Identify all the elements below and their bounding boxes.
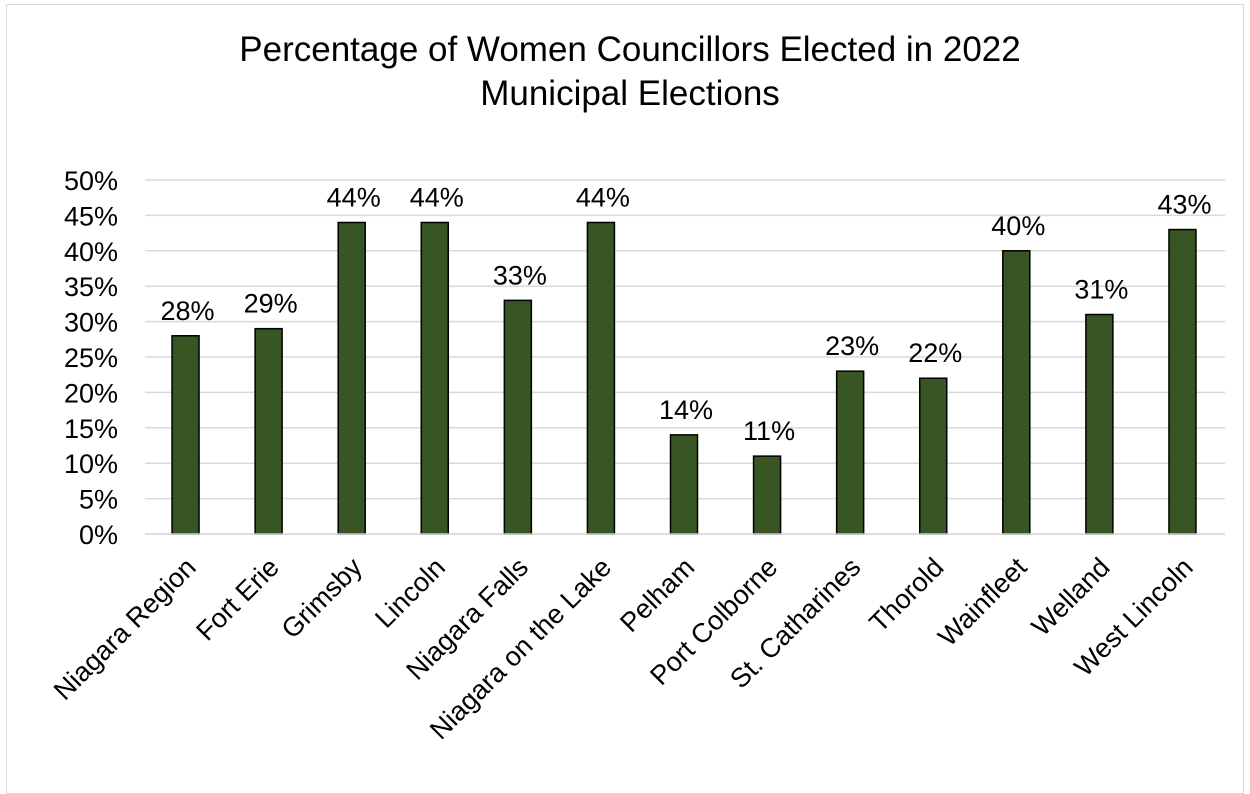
bar bbox=[171, 335, 200, 535]
bar bbox=[1085, 313, 1114, 535]
x-tick-label: Thorold bbox=[864, 552, 950, 638]
y-tick-label: 50% bbox=[64, 166, 118, 196]
x-tick-label: Niagara Region bbox=[48, 552, 202, 706]
y-tick-label: 35% bbox=[64, 272, 118, 302]
bar bbox=[586, 221, 616, 535]
y-tick-label: 25% bbox=[64, 343, 118, 373]
data-label: 33% bbox=[493, 260, 547, 290]
x-tick-label: Lincoln bbox=[369, 552, 451, 634]
bar bbox=[752, 455, 782, 535]
chart-title: Percentage of Women Councillors Elected … bbox=[0, 28, 1250, 116]
x-tick-label: Pelham bbox=[614, 552, 700, 638]
bar bbox=[1002, 250, 1031, 535]
bar bbox=[835, 370, 865, 535]
y-tick-label: 15% bbox=[64, 414, 118, 444]
y-tick-label: 20% bbox=[64, 378, 118, 408]
y-tick-label: 40% bbox=[64, 237, 118, 267]
y-tick-label: 5% bbox=[79, 485, 118, 515]
bar bbox=[337, 221, 366, 535]
y-tick-label: 30% bbox=[64, 308, 118, 338]
data-label: 44% bbox=[410, 182, 464, 212]
bar bbox=[420, 221, 450, 535]
data-label: 43% bbox=[1157, 190, 1211, 220]
x-tick-label: Wainfleet bbox=[932, 552, 1032, 652]
bar bbox=[503, 299, 533, 535]
data-label: 31% bbox=[1074, 275, 1128, 305]
bar bbox=[918, 377, 948, 535]
chart-title-line-2: Municipal Elections bbox=[480, 74, 780, 113]
bar bbox=[1168, 228, 1197, 535]
y-tick-label: 45% bbox=[64, 201, 118, 231]
x-tick-label: Grimsby bbox=[276, 552, 369, 645]
data-label: 14% bbox=[659, 395, 713, 425]
data-label: 40% bbox=[991, 211, 1045, 241]
x-tick-label: Fort Erie bbox=[190, 552, 284, 646]
chart-frame bbox=[6, 4, 1244, 794]
data-label: 44% bbox=[327, 182, 381, 212]
data-label: 22% bbox=[908, 338, 962, 368]
y-tick-label: 10% bbox=[64, 449, 118, 479]
data-label: 44% bbox=[576, 182, 630, 212]
data-label: 23% bbox=[825, 331, 879, 361]
y-tick-label: 0% bbox=[79, 520, 118, 550]
data-label: 29% bbox=[244, 289, 298, 319]
data-label: 28% bbox=[161, 296, 215, 326]
data-label: 11% bbox=[743, 416, 795, 446]
bar bbox=[669, 434, 699, 535]
chart-title-line-1: Percentage of Women Councillors Elected … bbox=[239, 30, 1021, 69]
bar bbox=[254, 327, 283, 535]
